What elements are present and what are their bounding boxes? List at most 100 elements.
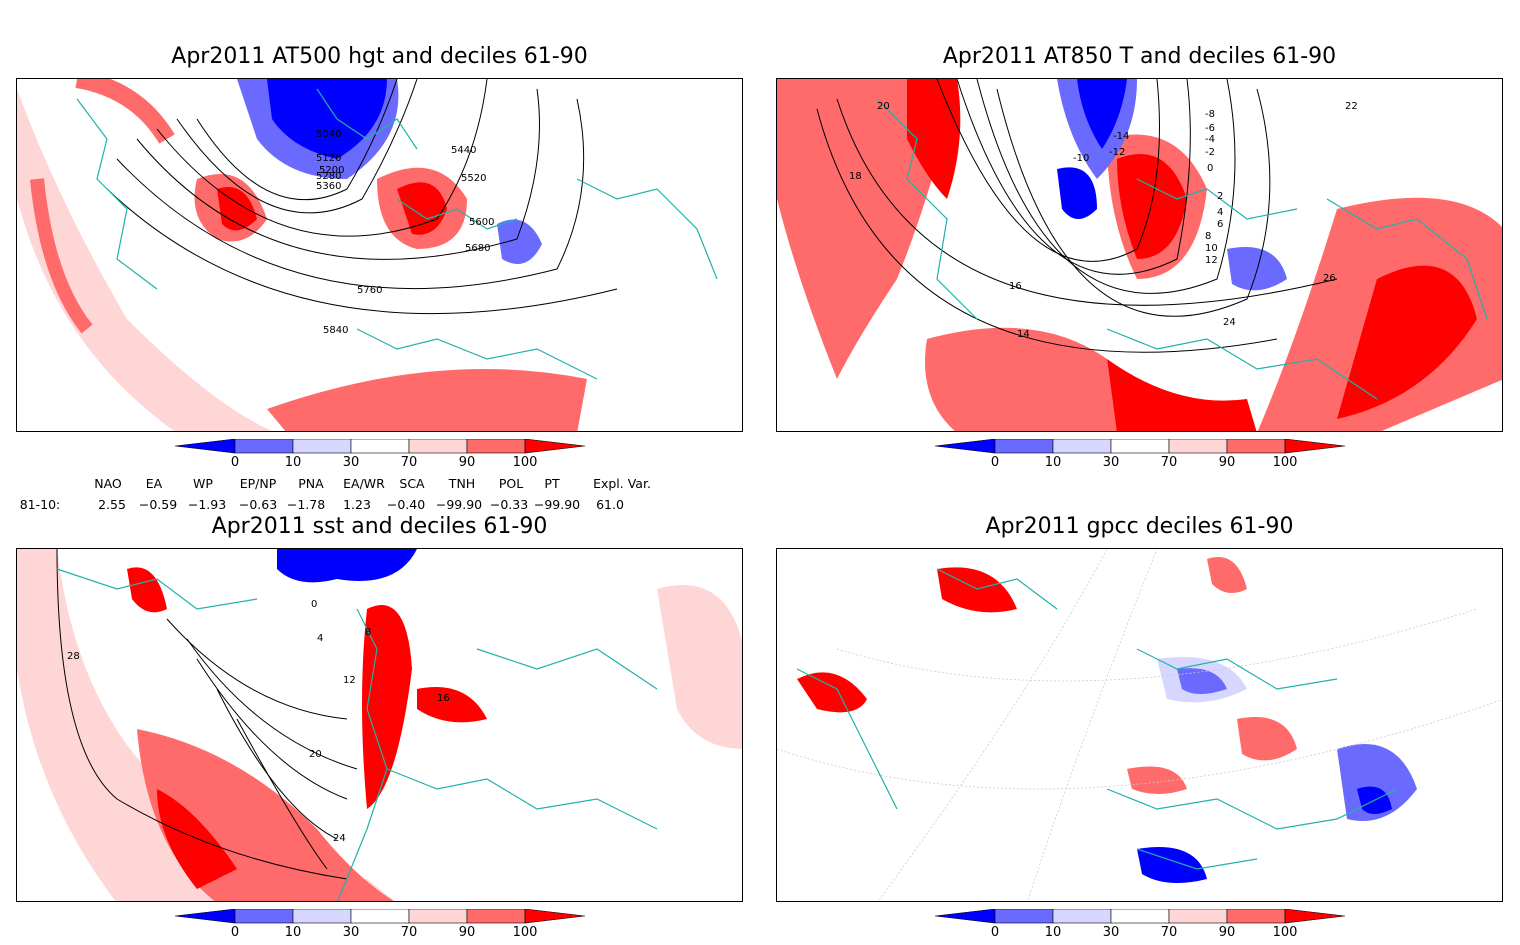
colorbar-sst: 0 10 30 70 90 100: [174, 908, 586, 945]
colorbar-segment: [292, 908, 352, 924]
shade-mid-blue-east: [497, 219, 542, 264]
shade-mid-blue-east: [1337, 744, 1417, 821]
contour-label: 5040: [316, 129, 341, 140]
shade-mid-red-west: [777, 79, 957, 379]
shade-light-red-1: [17, 89, 273, 431]
map-panel-850t: -10 -12 -14 -8 -6 -4 -2 0 2 4 6 8 10 12 …: [776, 78, 1503, 432]
map-panel-gpcc: [776, 548, 1503, 902]
shade-light-red-east: [657, 585, 742, 749]
contour-label: 0: [311, 599, 317, 610]
colorbar-segment: [1110, 908, 1170, 924]
contour-label: 20: [877, 101, 890, 112]
colorbar-svg: [174, 438, 586, 454]
shade-strong-red-europe: [1117, 154, 1187, 259]
colorbar-tick-label: 100: [1272, 925, 1298, 940]
colorbar-tick-label: 70: [1160, 455, 1178, 470]
idx-header-explvar: Expl. Var.: [593, 476, 651, 491]
idx-value-epnp: −0.63: [238, 497, 278, 512]
idx-header-tnh: TNH: [448, 476, 476, 491]
shade-strong-red-north: [127, 567, 167, 613]
colorbar-tick-label: 10: [284, 925, 302, 940]
colorbar-850t: 0 10 30 70 90 100: [934, 438, 1346, 475]
idx-value-explvar: 61.0: [596, 497, 624, 512]
colorbar-arrow-low: [174, 908, 236, 924]
map-sst-svg: 0 4 8 12 16 20 24 28: [17, 549, 742, 901]
contour-label: 10: [1205, 243, 1218, 254]
shade-strong-blue-north: [277, 549, 417, 583]
colorbar-segment: [350, 908, 410, 924]
contour-label: -10: [1073, 153, 1089, 164]
colorbar-500hgt: 0 10 30 70 90 100: [174, 438, 586, 475]
colorbar-segment: [350, 438, 410, 454]
idx-value-nao: 2.55: [98, 497, 126, 512]
colorbar-tick-label: 70: [400, 455, 418, 470]
contour-label: -8: [1205, 109, 1215, 120]
colorbar-tick-label: 70: [1160, 925, 1178, 940]
colorbar-segment: [408, 908, 468, 924]
contour-label: 4: [317, 633, 323, 644]
contour-label: 0: [1207, 163, 1213, 174]
colorbar-arrow-low: [934, 908, 996, 924]
colorbar-tick-label: 30: [342, 925, 360, 940]
contour-label: 5600: [469, 217, 494, 228]
colorbar-tick-label: 10: [1044, 455, 1062, 470]
shade-strong-red-north: [907, 79, 961, 199]
colorbar-arrow-low: [174, 438, 236, 454]
contour-label: 5120: [316, 153, 341, 164]
map-850t-svg: -10 -12 -14 -8 -6 -4 -2 0 2 4 6 8 10 12 …: [777, 79, 1502, 431]
colorbar-tick-label: 100: [512, 925, 538, 940]
colorbar-tick-label: 30: [1102, 455, 1120, 470]
idx-header-wp: WP: [193, 476, 213, 491]
shade-strong-blue-south: [1137, 847, 1207, 883]
idx-header-pol: POL: [498, 476, 524, 491]
colorbar-segment: [1168, 438, 1228, 454]
contour-label: 6: [1217, 219, 1223, 230]
idx-value-sca: −0.40: [386, 497, 426, 512]
contour-label: 12: [343, 675, 356, 686]
colorbar-segment: [1168, 908, 1228, 924]
map-gpcc-svg: [777, 549, 1502, 901]
idx-value-tnh: −99.90: [435, 497, 483, 512]
shade-strong-red-med: [417, 687, 487, 723]
shade-mid-blue-europe: [1177, 668, 1227, 694]
shade-mid-red-northeast: [1207, 557, 1247, 593]
idx-value-pna: −1.78: [286, 497, 326, 512]
contour-label: 16: [437, 693, 450, 704]
shade-mid-red-south: [267, 369, 587, 431]
colorbar-segment: [234, 438, 294, 454]
colorbar-arrow-high: [524, 908, 586, 924]
shade-strong-blue-west: [1057, 167, 1097, 219]
contour-label: 26: [1323, 273, 1336, 284]
shade-strong-red-atlantic: [217, 187, 257, 231]
colorbar-tick-label: 0: [230, 925, 240, 940]
panel-title-500hgt: Apr2011 AT500 hgt and deciles 61-90: [171, 44, 588, 69]
contour-label: -12: [1109, 147, 1125, 158]
contour-label: 16: [1009, 281, 1022, 292]
colorbar-segment: [1052, 438, 1112, 454]
colorbar-tick-label: 30: [1102, 925, 1120, 940]
colorbar-tick-label: 100: [1272, 455, 1298, 470]
panel-title-sst: Apr2011 sst and deciles 61-90: [211, 514, 548, 539]
contour-label: 5360: [316, 181, 341, 192]
contour-label: 5440: [451, 145, 476, 156]
colorbar-segment: [466, 908, 526, 924]
contour-label: 8: [365, 627, 371, 638]
colorbar-tick-label: 30: [342, 455, 360, 470]
contour-label: 18: [849, 171, 862, 182]
idx-header-sca: SCA: [399, 476, 425, 491]
contour-label: 5760: [357, 285, 382, 296]
idx-row-label: 81-10:: [19, 497, 61, 512]
idx-header-nao: NAO: [94, 476, 122, 491]
colorbar-segment: [292, 438, 352, 454]
colorbar-segment: [1226, 438, 1286, 454]
contour-label: -4: [1205, 134, 1215, 145]
shade-strong-red-westcoast: [797, 672, 867, 713]
contour-label: -6: [1205, 123, 1215, 134]
idx-header-epnp: EP/NP: [239, 476, 277, 491]
idx-value-wp: −1.93: [187, 497, 227, 512]
idx-value-ea: −0.59: [138, 497, 178, 512]
colorbar-tick-label: 10: [1044, 925, 1062, 940]
contour-label: 22: [1345, 101, 1358, 112]
contour-label: 2: [1217, 191, 1223, 202]
shade-mid-red-sahara: [1127, 766, 1187, 794]
